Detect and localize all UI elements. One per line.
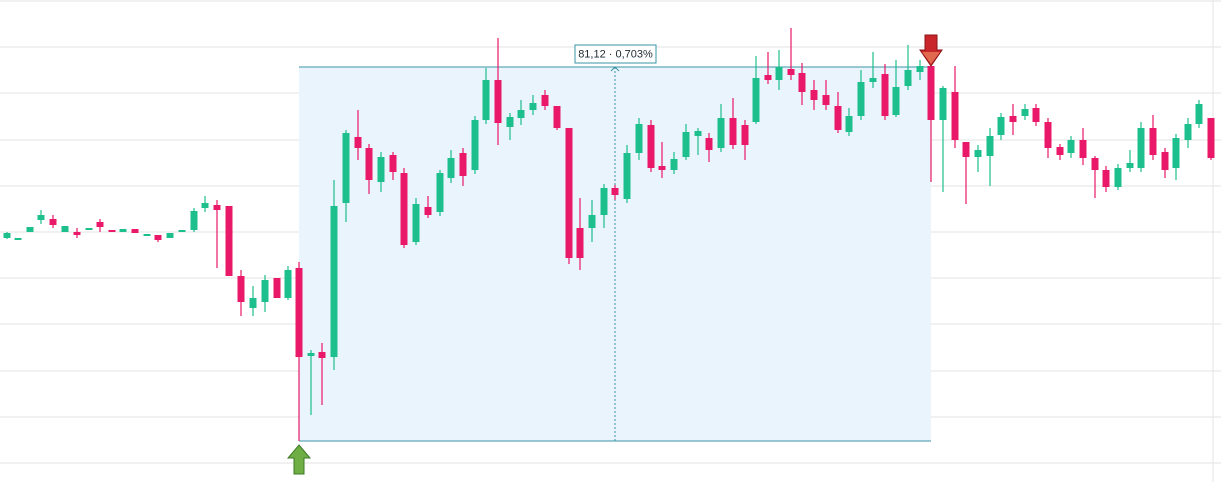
buy-arrow bbox=[286, 444, 312, 475]
green-bodies bbox=[3, 66, 1203, 357]
measurement-label: 81,12 · 0,703% bbox=[578, 48, 653, 60]
sell-arrow bbox=[919, 34, 943, 67]
candles bbox=[3, 28, 1215, 441]
measurement-tooltip: 81,12 · 0,703% bbox=[574, 44, 657, 64]
measurement-range bbox=[299, 66, 931, 442]
